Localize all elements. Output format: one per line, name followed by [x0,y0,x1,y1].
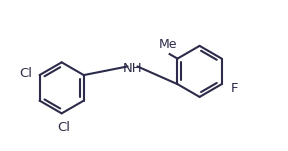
Text: Me: Me [158,38,177,51]
Text: NH: NH [123,62,142,75]
Text: Cl: Cl [19,67,32,80]
Text: F: F [231,82,238,95]
Text: Cl: Cl [57,121,70,134]
